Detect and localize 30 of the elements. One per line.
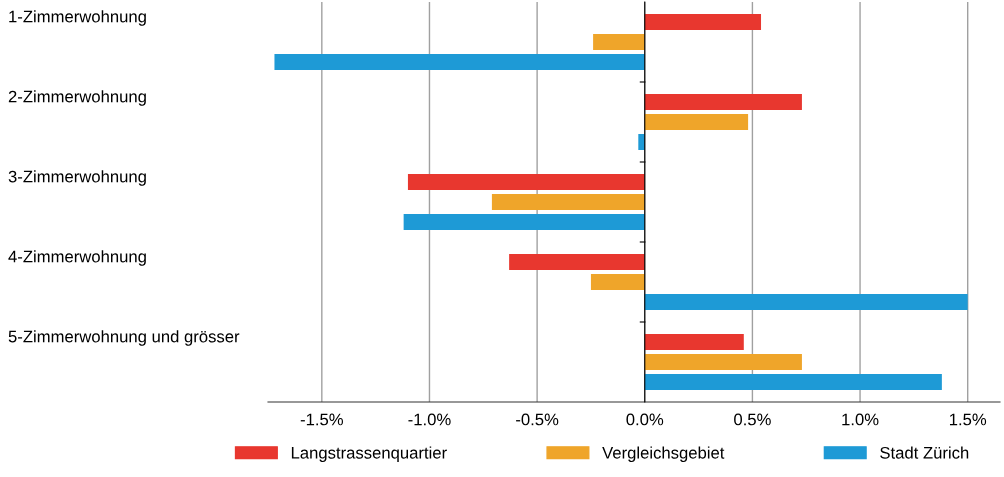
bar [491,194,645,210]
y-tick-label: 5-Zimmerwohnung und grösser [8,330,240,346]
y-tick-label: 1-Zimmerwohnung [9,10,146,26]
x-tick-label: -1.0% [408,413,451,426]
bar [644,294,968,310]
x-tick-label: 1.0% [842,413,879,426]
bar [274,54,645,70]
y-tick-label: 4-Zimmerwohnung [8,250,146,266]
legend-label: Langstrassenquartier [291,446,447,462]
x-tick-label: 0.5% [734,413,771,426]
x-tick-label: 0.0% [626,413,664,426]
y-tick-label: 2-Zimmerwohnung [8,90,146,106]
legend-label: Stadt Zürich [880,446,969,459]
bar [644,374,942,390]
bar [403,214,645,230]
bar [644,14,762,30]
bar [509,254,645,270]
x-tick-label: -0.5% [516,413,559,426]
bar [644,94,802,110]
x-tick-label: 1.5% [949,413,987,426]
x-tick-label: -1.5% [300,413,343,426]
bar [407,174,645,190]
bar [644,114,749,130]
y-tick-label: 3-Zimmerwohnung [8,170,146,186]
bar [590,274,645,290]
legend-label: Vergleichsgebiet [602,446,725,462]
bar [638,134,645,150]
bar [593,34,645,50]
bar [644,334,744,350]
bar [644,354,802,370]
